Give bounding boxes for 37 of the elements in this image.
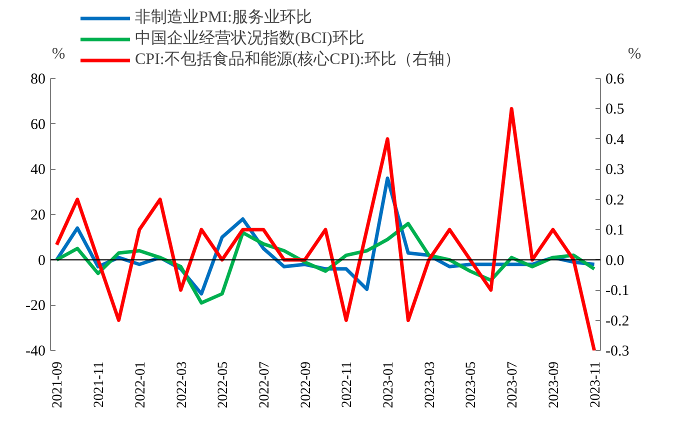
x-tick-label: 2023-03 xyxy=(422,361,438,408)
x-tick-label: 2022-05 xyxy=(216,361,232,408)
x-tick-label: 2023-09 xyxy=(546,361,562,408)
line-series xyxy=(54,106,596,350)
y-tick-label: -40 xyxy=(26,344,46,360)
legend-label: CPI:不包括食品和能源(核心CPI):环比（右轴） xyxy=(135,50,460,70)
x-tick-label: 2023-05 xyxy=(464,361,480,408)
y2-tick-label: 0.1 xyxy=(606,222,624,239)
y-tick-label: 40 xyxy=(30,162,46,178)
y2-tick-label: 0.6 xyxy=(606,72,625,88)
x-tick-label: 2021-11 xyxy=(92,361,108,408)
x-tick-label: 2022-07 xyxy=(257,361,272,408)
y-axis-title: % xyxy=(52,46,66,62)
x-tick-label: 2022-11 xyxy=(340,361,356,408)
y-tick-label: 0 xyxy=(38,252,46,269)
legend-label: 非制造业PMI:服务业环比 xyxy=(135,8,312,28)
x-tick-label: 2022-01 xyxy=(133,361,148,408)
y2-tick-label: 0.3 xyxy=(606,162,624,178)
x-tick-label: 2023-07 xyxy=(506,361,521,408)
legend-label: 中国企业经营状况指数(BCI)环比 xyxy=(135,28,364,49)
y2-tick-label: -0.2 xyxy=(606,313,630,330)
y-tick-label: 60 xyxy=(30,116,46,133)
x-tick-label: 2021-09 xyxy=(50,361,66,408)
x-tick-label: 2023-01 xyxy=(382,361,397,408)
y2-tick-label: 0.2 xyxy=(606,192,624,208)
x-tick-label: 2023-11 xyxy=(588,361,604,408)
y2-tick-label: 0.0 xyxy=(606,252,624,269)
y2-tick-label: -0.1 xyxy=(606,283,630,300)
x-tick-label: 2022-09 xyxy=(298,361,314,408)
y-tick-label: 20 xyxy=(30,208,46,224)
y2-tick-label: 0.4 xyxy=(606,132,625,148)
y2-axis-title: % xyxy=(628,46,642,62)
x-tick-label: 2022-03 xyxy=(174,361,190,408)
y-tick-label: -20 xyxy=(26,298,46,314)
y-tick-label: 80 xyxy=(30,72,46,88)
y2-tick-label: 0.5 xyxy=(606,102,624,118)
y2-tick-label: -0.3 xyxy=(606,344,630,360)
